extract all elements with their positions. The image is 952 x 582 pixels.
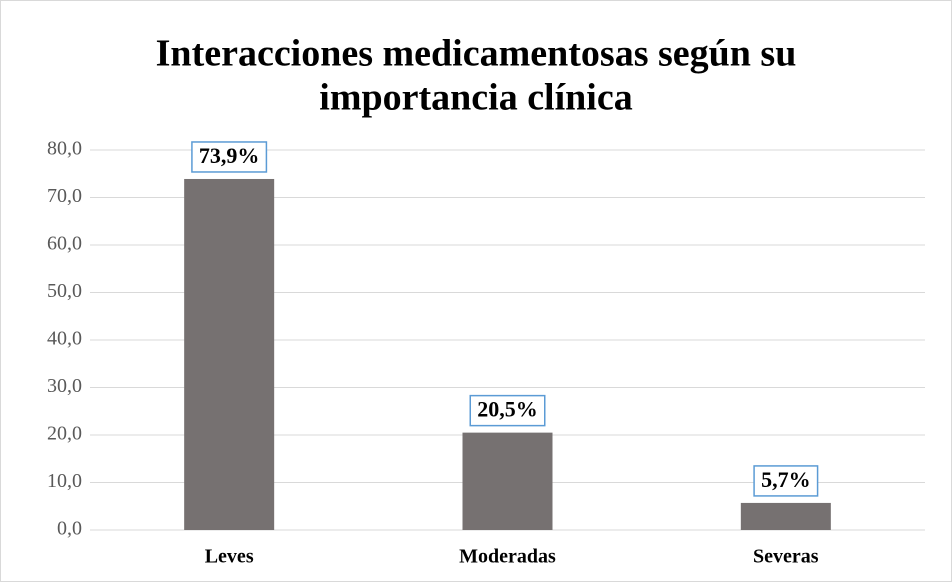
- y-tick-label: 40,0: [47, 328, 82, 350]
- bar: [462, 432, 553, 530]
- y-tick-label: 0,0: [57, 518, 82, 540]
- y-tick-label: 10,0: [47, 470, 82, 492]
- y-tick-label: 60,0: [47, 233, 82, 255]
- data-label-box: [753, 465, 819, 497]
- data-label: 5,7%: [761, 467, 811, 492]
- y-tick-label: 70,0: [47, 185, 82, 207]
- y-tick-label: 30,0: [47, 375, 82, 397]
- x-tick-label: Leves: [205, 546, 254, 568]
- data-label-box: [191, 141, 268, 173]
- x-tick-label: Moderadas: [459, 546, 556, 568]
- y-tick-label: 20,0: [47, 423, 82, 445]
- data-label: 20,5%: [477, 397, 538, 422]
- y-tick-label: 50,0: [47, 280, 82, 302]
- x-tick-label: Severas: [753, 546, 819, 568]
- data-label: 73,9%: [199, 143, 260, 168]
- y-tick-label: 80,0: [47, 138, 82, 160]
- bar: [740, 502, 831, 530]
- chart-title: Interacciones medicamentosas según su: [156, 33, 797, 75]
- chart-title: importancia clínica: [319, 77, 632, 119]
- data-label-box: [469, 394, 546, 427]
- bar: [184, 178, 275, 530]
